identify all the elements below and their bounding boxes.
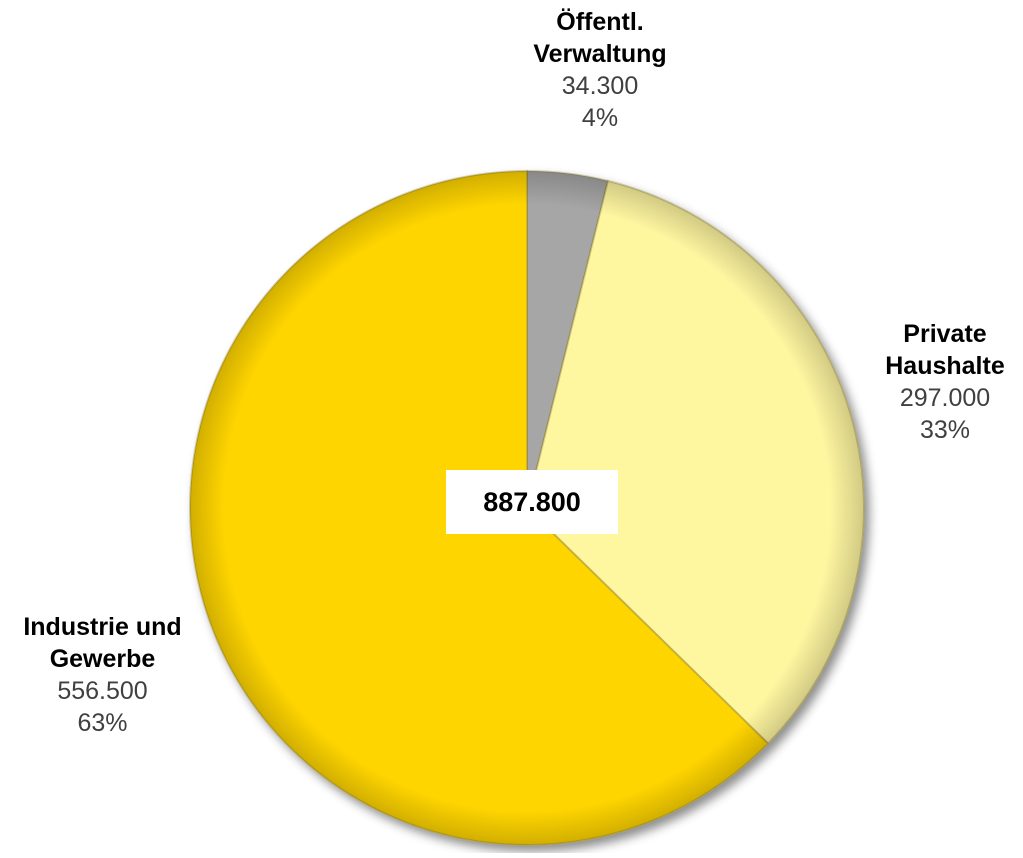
total-label: 887.800 (446, 470, 618, 534)
slice-percent: 4% (581, 104, 619, 132)
slice-name: Öffentl. Verwaltung (533, 8, 667, 68)
slice-name: Industrie und Gewerbe (23, 613, 182, 673)
slice-value: 34.300 (561, 72, 639, 100)
slice-label-private-haushalte: Private Haushalte 297.000 33% (866, 318, 1023, 446)
slice-percent: 63% (77, 709, 128, 737)
slice-percent: 33% (919, 416, 971, 444)
slice-value: 556.500 (57, 677, 148, 705)
slice-value: 297.000 (899, 384, 991, 412)
slice-name: Private Haushalte (885, 320, 1005, 380)
slice-label-industrie-und-gewerbe: Industrie und Gewerbe 556.500 63% (0, 611, 205, 739)
slice-label-oeffentl-verwaltung: Öffentl. Verwaltung 34.300 4% (500, 6, 700, 134)
